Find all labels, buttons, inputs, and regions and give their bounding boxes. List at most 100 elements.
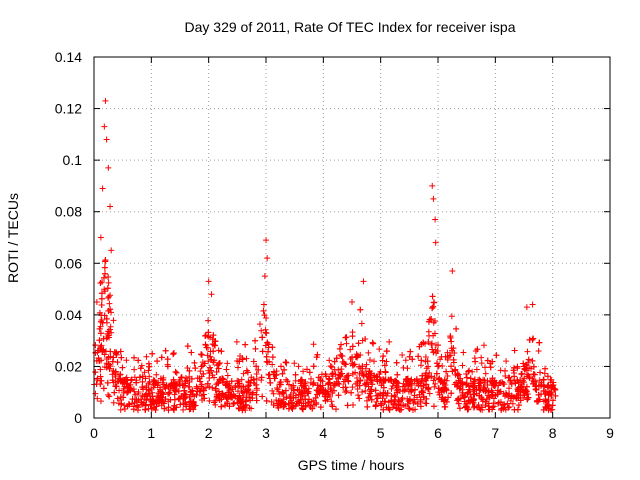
data-point <box>349 384 356 391</box>
data-point <box>425 386 432 393</box>
data-point <box>355 340 362 347</box>
data-point <box>92 369 99 376</box>
data-point <box>498 406 505 413</box>
data-point <box>109 358 116 365</box>
data-point <box>242 341 249 348</box>
data-point <box>335 392 342 399</box>
data-point <box>529 301 536 308</box>
data-point <box>147 402 154 409</box>
data-point <box>390 402 397 409</box>
x-tick-label: 9 <box>606 425 614 441</box>
data-point <box>329 403 336 410</box>
data-point <box>138 362 145 369</box>
data-point <box>382 376 389 383</box>
data-point <box>389 383 396 390</box>
data-point <box>146 373 153 380</box>
data-point <box>128 376 135 383</box>
data-point <box>383 358 390 365</box>
data-point <box>399 395 406 402</box>
data-point <box>536 339 543 346</box>
data-point <box>133 379 140 386</box>
data-point <box>114 359 121 366</box>
data-point <box>255 366 262 373</box>
data-point <box>143 382 150 389</box>
data-point <box>171 402 178 409</box>
data-point <box>428 340 435 347</box>
data-point <box>384 390 391 397</box>
data-point <box>194 385 201 392</box>
data-point <box>411 392 418 399</box>
data-point <box>205 358 212 365</box>
data-point <box>212 338 219 345</box>
data-point <box>98 295 105 302</box>
data-point <box>243 367 250 374</box>
data-point <box>206 383 213 390</box>
data-point <box>259 348 266 355</box>
data-point <box>509 393 516 400</box>
data-point <box>357 377 364 384</box>
data-point <box>309 381 316 388</box>
data-point <box>283 376 290 383</box>
data-point <box>281 366 288 373</box>
data-point <box>485 403 492 410</box>
data-point <box>431 403 438 410</box>
data-point <box>265 372 272 379</box>
data-point <box>410 406 417 413</box>
data-point <box>475 402 482 409</box>
data-point <box>493 352 500 359</box>
data-point <box>524 348 531 355</box>
data-point <box>441 403 448 410</box>
data-point <box>524 396 531 403</box>
data-point <box>115 378 122 385</box>
data-point <box>224 372 231 379</box>
data-point <box>101 286 108 293</box>
data-point <box>96 325 103 332</box>
data-point <box>239 356 246 363</box>
data-point <box>252 337 259 344</box>
data-point <box>430 195 437 202</box>
data-point <box>245 379 252 386</box>
data-point <box>449 368 456 375</box>
data-point <box>511 364 518 371</box>
data-point <box>109 371 116 378</box>
data-point <box>356 382 363 389</box>
data-point <box>236 358 243 365</box>
x-tick-label: 1 <box>147 425 155 441</box>
data-point <box>146 387 153 394</box>
data-point <box>320 386 327 393</box>
data-point <box>507 397 514 404</box>
data-point <box>418 357 425 364</box>
data-point <box>103 136 110 143</box>
data-point <box>366 368 373 375</box>
data-point <box>314 382 321 389</box>
data-point <box>542 403 549 410</box>
data-point <box>430 349 437 356</box>
data-point <box>250 358 257 365</box>
data-point <box>228 378 235 385</box>
data-point <box>325 381 332 388</box>
data-point <box>214 362 221 369</box>
data-point <box>426 332 433 339</box>
data-point <box>453 325 460 332</box>
data-point <box>198 351 205 358</box>
data-point <box>449 347 456 354</box>
data-point <box>107 363 114 370</box>
data-point <box>98 377 105 384</box>
data-point <box>489 389 496 396</box>
data-point <box>285 405 292 412</box>
data-point <box>502 367 509 374</box>
data-point <box>343 387 350 394</box>
data-point <box>429 182 436 189</box>
data-point <box>215 360 222 367</box>
data-point <box>198 363 205 370</box>
data-point <box>100 274 107 281</box>
data-point <box>105 354 112 361</box>
data-point <box>448 363 455 370</box>
data-point <box>364 397 371 404</box>
data-point <box>206 364 213 371</box>
data-point <box>535 348 542 355</box>
data-point <box>211 342 218 349</box>
x-tick-label: 6 <box>434 425 442 441</box>
data-point <box>135 357 142 364</box>
data-point <box>105 273 112 280</box>
